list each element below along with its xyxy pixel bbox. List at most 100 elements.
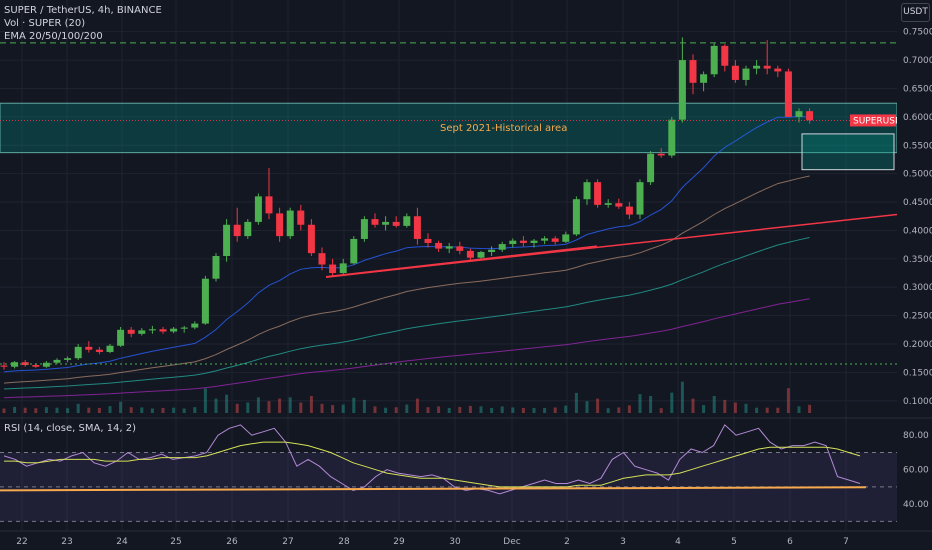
candle-body [657, 153, 665, 156]
candle-body [721, 45, 729, 66]
candle-body [159, 329, 167, 332]
candle-body [106, 345, 114, 352]
volume-bar [521, 407, 525, 413]
volume-bar [2, 408, 6, 413]
candle-body [647, 153, 655, 183]
candle-body [498, 244, 506, 250]
ema-200-line [3, 298, 810, 399]
price-tick-label: 0.2500 [903, 312, 932, 322]
price-tick-label: 0.1500 [903, 368, 932, 378]
volume-bar [235, 403, 239, 413]
candle-body [806, 111, 814, 121]
candle-body [753, 65, 761, 69]
time-tick-label: Dec [503, 537, 520, 547]
ema-20-line [3, 116, 810, 373]
volume-bar [437, 406, 441, 413]
symbol-legend[interactable]: SUPER / TetherUS, 4h, BINANCE [4, 5, 162, 16]
price-tick-label: 0.5000 [903, 170, 932, 180]
candle-body [180, 327, 188, 329]
candle-body [382, 221, 390, 225]
volume-bar [585, 401, 589, 413]
candle-body [519, 240, 527, 243]
candle-body [212, 255, 220, 279]
volume-bar [129, 407, 133, 413]
volume-bar [161, 407, 165, 413]
volume-bar [744, 403, 748, 413]
ema-100-line [3, 237, 810, 390]
volume-bar [97, 407, 101, 413]
volume-bar [691, 398, 695, 413]
volume-bar [776, 407, 780, 413]
candle-body [138, 330, 146, 334]
ema-legend[interactable]: EMA 20/50/100/200 [4, 31, 103, 42]
volume-bar [755, 407, 759, 413]
volume-bar [23, 407, 27, 413]
volume-bar [150, 408, 154, 413]
candle-body [636, 182, 644, 215]
volume-bar [55, 407, 59, 413]
time-tick-label: 29 [393, 537, 405, 547]
volume-bar [34, 408, 38, 413]
rsi-trend-line [0, 486, 867, 492]
volume-bar [786, 388, 790, 413]
price-tick-label: 0.4500 [903, 198, 932, 208]
volume-bar [596, 398, 600, 413]
volume-bar [76, 403, 80, 413]
candle-body [403, 216, 411, 226]
volume-bar [490, 407, 494, 413]
volume-bar [659, 408, 663, 413]
time-tick-label: 4 [675, 537, 681, 547]
volume-bar [256, 397, 260, 413]
volume-bar [352, 397, 356, 413]
volume-bar [447, 407, 451, 413]
volume-bar [723, 399, 727, 413]
candle-body [424, 238, 432, 243]
price-tick-label: 0.3500 [903, 255, 932, 265]
volume-bar [712, 396, 716, 413]
historical-area-zone [0, 102, 898, 154]
time-axis[interactable]: 22 23 24 25 26 27 28 29 30 Dec 2 3 4 5 6 7 [0, 530, 932, 547]
volume-bar [203, 388, 207, 413]
volume-bar [458, 406, 462, 413]
candle-body [445, 246, 453, 249]
volume-bar [320, 403, 324, 413]
rsi-legend[interactable]: RSI (14, close, SMA, 14, 2) [4, 423, 137, 434]
candle-body [191, 323, 199, 328]
volume-bar [808, 404, 812, 413]
volume-bar [119, 401, 123, 413]
currency-button[interactable]: USDT [901, 3, 930, 22]
volume-legend[interactable]: Vol · SUPER (20) [4, 18, 86, 29]
time-tick-label: 30 [449, 537, 461, 547]
candle-body [85, 346, 93, 350]
time-tick-label: 27 [282, 537, 293, 547]
candle-body [318, 253, 326, 265]
volume-bar [564, 405, 568, 413]
candle-body [42, 362, 50, 367]
price-tick-label: 0.7500 [903, 28, 932, 38]
volume-bar [500, 406, 504, 413]
candle-body [339, 263, 347, 274]
volume-bar [44, 407, 48, 413]
time-tick-label: 23 [61, 537, 72, 547]
candle-body [435, 242, 443, 249]
volume-bar [341, 404, 345, 413]
volume-bar [225, 394, 229, 413]
price-axis[interactable]: 0.7500 0.7000 0.6500 0.6000 0.5500 0.5000 0.45… [897, 0, 932, 550]
candle-body [551, 238, 559, 242]
volume-bar [532, 407, 536, 413]
time-tick-label: 3 [620, 537, 626, 547]
grid [0, 0, 897, 530]
candle-body [594, 182, 602, 205]
candle-body [265, 196, 273, 214]
volume-bar [405, 404, 409, 413]
candle-body [477, 252, 485, 258]
price-tick-label: 0.3000 [903, 283, 932, 293]
candle-body [64, 358, 72, 360]
symbol-price-tag-label: SUPERUSDT [853, 116, 908, 126]
volume-bar [267, 401, 271, 413]
candle-body [541, 238, 549, 241]
candle-body [488, 249, 496, 253]
volume-bar [511, 407, 515, 413]
price-tick-label: 0.5500 [903, 141, 932, 151]
